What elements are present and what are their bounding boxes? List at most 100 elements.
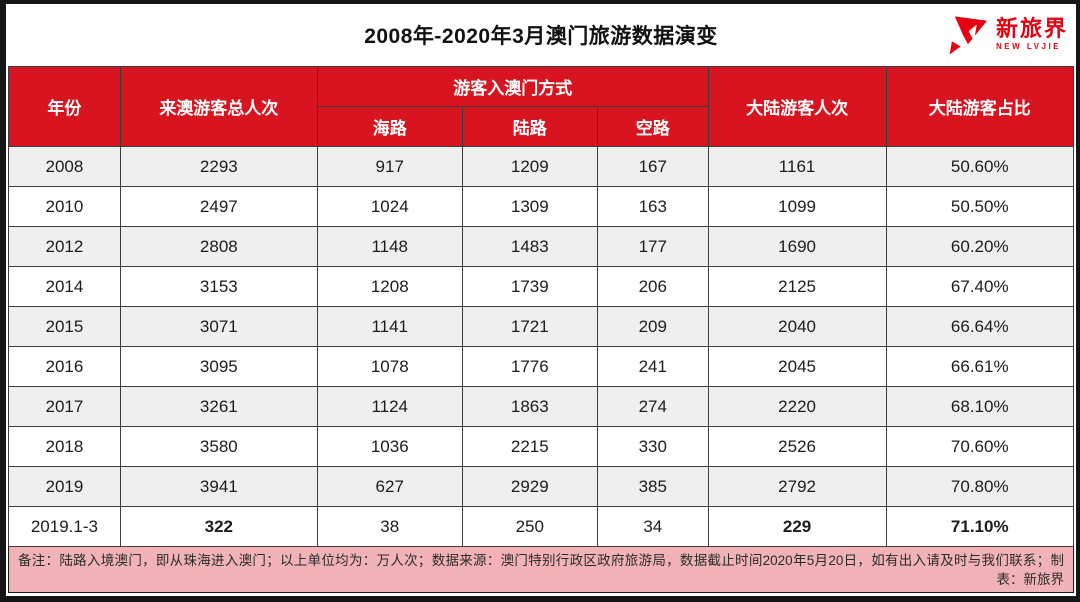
header-total-visitors: 来澳游客总人次 — [119, 66, 318, 147]
cell-share-highlight: 71.10% — [885, 506, 1074, 547]
header-mainland-share: 大陆游客占比 — [885, 66, 1074, 147]
cell-share: 67.40% — [885, 266, 1074, 307]
cell-share: 70.80% — [885, 466, 1074, 507]
cell-year: 2010 — [8, 186, 121, 227]
cell-air: 34 — [596, 506, 709, 547]
cell-air: 385 — [596, 466, 709, 507]
cell-total: 3153 — [119, 266, 318, 307]
header-air-route: 空路 — [596, 106, 709, 147]
cell-land: 1863 — [461, 386, 598, 427]
cell-year: 2018 — [8, 426, 121, 467]
table-row: 2010 2497 1024 1309 163 1099 50.50% — [8, 186, 1074, 227]
cell-share: 50.50% — [885, 186, 1074, 227]
paper-plane-icon — [949, 16, 988, 55]
cell-land: 1483 — [461, 226, 598, 267]
cell-sea: 38 — [316, 506, 463, 547]
table-row: 2015 3071 1141 1721 209 2040 66.64% — [8, 306, 1074, 347]
table-row: 2016 3095 1078 1776 241 2045 66.61% — [8, 346, 1074, 387]
cell-sea: 1036 — [316, 426, 463, 467]
cell-sea: 1208 — [316, 266, 463, 307]
cell-air: 206 — [596, 266, 709, 307]
cell-share: 60.20% — [885, 226, 1074, 267]
cell-mainland: 1161 — [707, 146, 887, 187]
title-bar: 2008年-2020年3月澳门旅游数据演变 新旅界 NEW LVJIE — [6, 4, 1076, 66]
cell-land: 1209 — [461, 146, 598, 187]
cell-year: 2008 — [8, 146, 121, 187]
header-entry-mode-group: 游客入澳门方式 — [316, 66, 709, 107]
logo-subtitle: NEW LVJIE — [995, 41, 1062, 51]
cell-air: 167 — [596, 146, 709, 187]
cell-air: 177 — [596, 226, 709, 267]
cell-total: 2293 — [119, 146, 318, 187]
cell-year: 2019.1-3 — [8, 506, 121, 547]
page-title: 2008年-2020年3月澳门旅游数据演变 — [364, 25, 718, 48]
cell-total: 2497 — [119, 186, 318, 227]
cell-mainland-highlight: 229 — [707, 506, 887, 547]
header-mainland-visitors: 大陆游客人次 — [707, 66, 887, 147]
cell-mainland: 2526 — [707, 426, 887, 467]
header-year: 年份 — [8, 66, 121, 147]
logo-name: 新旅界 — [995, 15, 1068, 41]
cell-total: 3071 — [119, 306, 318, 347]
brand-logo: 新旅界 NEW LVJIE — [946, 12, 1068, 56]
cell-year: 2016 — [8, 346, 121, 387]
cell-total: 3580 — [119, 426, 318, 467]
table-row-ytd: 2019.1-3 322 38 250 34 229 71.10% — [8, 506, 1074, 547]
cell-mainland: 2792 — [707, 466, 887, 507]
cell-share: 66.61% — [885, 346, 1074, 387]
cell-land: 1776 — [461, 346, 598, 387]
table-row: 2018 3580 1036 2215 330 2526 70.60% — [8, 426, 1074, 467]
cell-year: 2015 — [8, 306, 121, 347]
cell-land: 1721 — [461, 306, 598, 347]
cell-year: 2017 — [8, 386, 121, 427]
cell-land: 250 — [461, 506, 598, 547]
table-body: 2008 2293 917 1209 167 1161 50.60% 2010 … — [8, 146, 1074, 547]
table-row: 2008 2293 917 1209 167 1161 50.60% — [8, 146, 1074, 187]
cell-mainland: 2045 — [707, 346, 887, 387]
cell-land: 1739 — [461, 266, 598, 307]
cell-sea: 917 — [316, 146, 463, 187]
cell-year: 2014 — [8, 266, 121, 307]
cell-land: 1309 — [461, 186, 598, 227]
cell-total: 3941 — [119, 466, 318, 507]
table-header: 年份 来澳游客总人次 游客入澳门方式 大陆游客人次 大陆游客占比 海路 陆路 空… — [8, 66, 1074, 147]
cell-air: 274 — [596, 386, 709, 427]
logo-text: 新旅界 NEW LVJIE — [995, 15, 1068, 51]
cell-total: 2808 — [119, 226, 318, 267]
table-row: 2017 3261 1124 1863 274 2220 68.10% — [8, 386, 1074, 427]
cell-sea: 1124 — [316, 386, 463, 427]
cell-sea: 1148 — [316, 226, 463, 267]
cell-sea: 1078 — [316, 346, 463, 387]
cell-share: 70.60% — [885, 426, 1074, 467]
cell-air: 330 — [596, 426, 709, 467]
cell-land: 2215 — [461, 426, 598, 467]
cell-mainland: 2040 — [707, 306, 887, 347]
cell-mainland: 1099 — [707, 186, 887, 227]
table-row: 2012 2808 1148 1483 177 1690 60.20% — [8, 226, 1074, 267]
cell-total: 3095 — [119, 346, 318, 387]
footer-note: 备注：陆路入境澳门，即从珠海进入澳门；以上单位均为：万人次；数据来源：澳门特别行… — [8, 547, 1074, 593]
cell-total-highlight: 322 — [119, 506, 318, 547]
table-row: 2014 3153 1208 1739 206 2125 67.40% — [8, 266, 1074, 307]
cell-sea: 627 — [316, 466, 463, 507]
cell-sea: 1141 — [316, 306, 463, 347]
cell-total: 3261 — [119, 386, 318, 427]
tourism-data-table: 年份 来澳游客总人次 游客入澳门方式 大陆游客人次 大陆游客占比 海路 陆路 空… — [8, 66, 1074, 547]
cell-land: 2929 — [461, 466, 598, 507]
cell-air: 163 — [596, 186, 709, 227]
cell-air: 209 — [596, 306, 709, 347]
header-sea-route: 海路 — [316, 106, 463, 147]
cell-sea: 1024 — [316, 186, 463, 227]
cell-mainland: 1690 — [707, 226, 887, 267]
table-row: 2019 3941 627 2929 385 2792 70.80% — [8, 466, 1074, 507]
cell-year: 2019 — [8, 466, 121, 507]
cell-year: 2012 — [8, 226, 121, 267]
cell-mainland: 2220 — [707, 386, 887, 427]
header-land-route: 陆路 — [461, 106, 598, 147]
cell-mainland: 2125 — [707, 266, 887, 307]
cell-air: 241 — [596, 346, 709, 387]
cell-share: 68.10% — [885, 386, 1074, 427]
cell-share: 50.60% — [885, 146, 1074, 187]
cell-share: 66.64% — [885, 306, 1074, 347]
